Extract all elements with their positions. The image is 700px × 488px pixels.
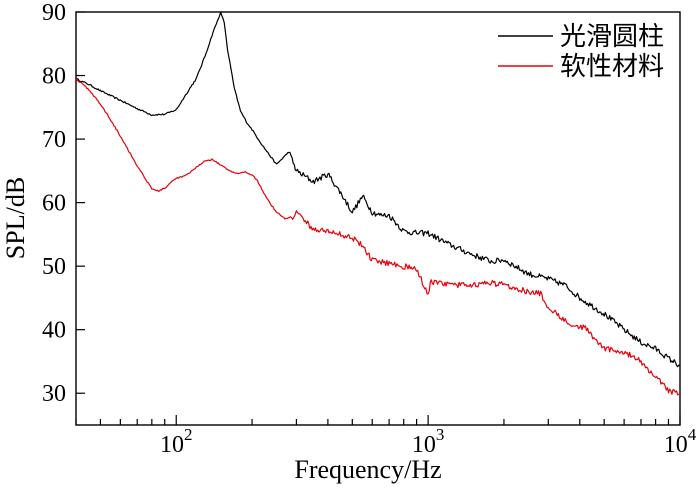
y-axis-label: SPL/dB bbox=[1, 177, 30, 259]
data-series bbox=[75, 11, 681, 396]
x-tick-base: 10 bbox=[160, 432, 184, 458]
x-tick-base: 10 bbox=[664, 432, 688, 458]
y-tick-label: 90 bbox=[42, 0, 66, 26]
x-axis-label: Frequency/Hz bbox=[294, 455, 441, 484]
series-line-1 bbox=[75, 11, 681, 368]
y-axis-ticks: 30 40 50 60 70 80 90 bbox=[42, 0, 85, 407]
x-tick-exponent: 3 bbox=[436, 425, 445, 444]
legend-label-2: 软性材料 bbox=[560, 52, 664, 81]
y-tick-label: 30 bbox=[42, 381, 66, 407]
x-tick-exponent: 2 bbox=[184, 425, 193, 444]
x-tick-base: 10 bbox=[412, 432, 436, 458]
y-tick-label: 50 bbox=[42, 254, 66, 280]
series-line-2 bbox=[75, 78, 681, 396]
x-tick-label: 104 bbox=[664, 425, 697, 458]
x-tick-exponent: 4 bbox=[688, 425, 697, 444]
y-tick-label: 60 bbox=[42, 191, 66, 217]
x-tick-label: 102 bbox=[160, 425, 193, 458]
legend-label-1: 光滑圆柱 bbox=[560, 22, 664, 51]
x-tick-label: 103 bbox=[412, 425, 445, 458]
y-tick-label: 70 bbox=[42, 127, 66, 153]
x-axis-ticks: 102 103 104 bbox=[75, 415, 697, 458]
y-tick-label: 40 bbox=[42, 318, 66, 344]
plot-frame bbox=[75, 11, 681, 426]
y-tick-label: 80 bbox=[42, 64, 66, 90]
